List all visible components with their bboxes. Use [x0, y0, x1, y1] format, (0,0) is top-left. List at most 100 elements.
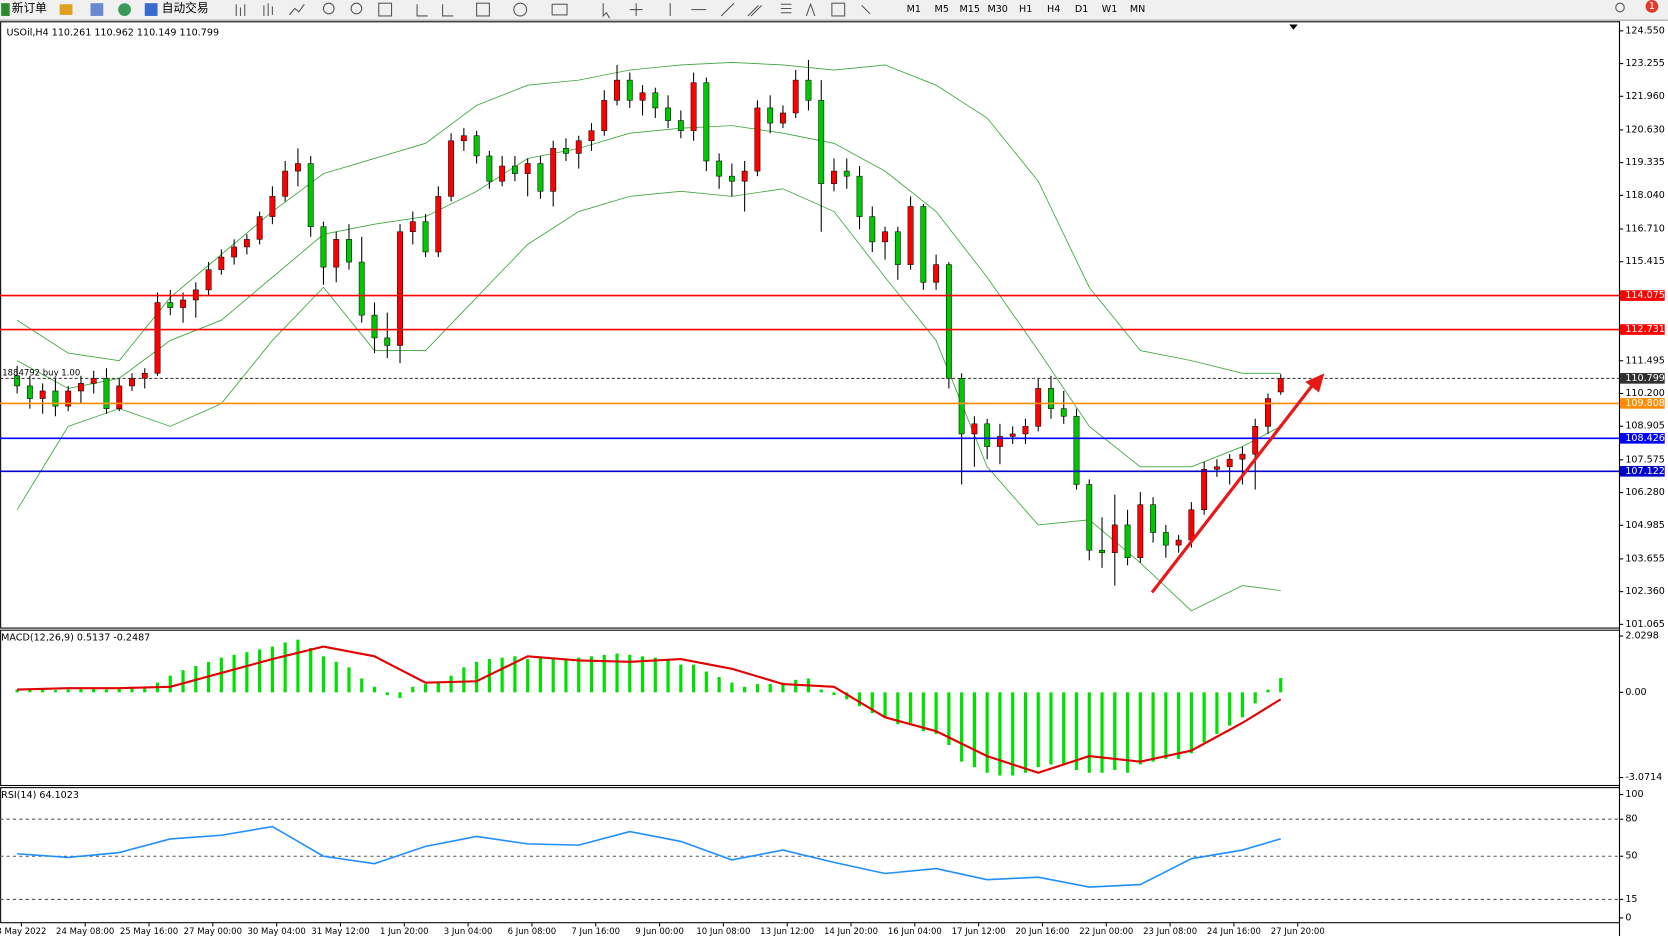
candle-body [320, 226, 327, 268]
y-tick-label: 110.200 [1625, 388, 1665, 399]
candle-body [575, 140, 582, 154]
indicators-button[interactable] [476, 2, 490, 17]
timeframe-button[interactable]: H1 [1019, 4, 1032, 15]
candle-body [205, 269, 212, 291]
macd-bar [143, 686, 147, 693]
candle-body [116, 385, 123, 409]
x-tick-label: 30 May 04:00 [248, 927, 306, 936]
y-tick-label: 118.040 [1625, 190, 1665, 201]
x-tick-label: 20 Jun 16:00 [1015, 927, 1069, 936]
macd-bar [1087, 692, 1091, 773]
y-tick-label: 120.630 [1625, 124, 1665, 135]
toolbar-icon[interactable] [118, 3, 131, 16]
candle-body [486, 155, 493, 182]
price-level-label: 107.122 [1625, 466, 1665, 477]
candle-chart-button[interactable] [263, 3, 273, 16]
timeframe-button[interactable]: MN [1130, 4, 1145, 15]
macd-bar [526, 659, 530, 693]
notification-badge[interactable] [1645, 0, 1659, 13]
candle-body [1086, 484, 1093, 551]
label-button[interactable] [831, 2, 846, 17]
candle-body [1277, 378, 1284, 393]
candle-body [39, 390, 46, 399]
zoom-out-button[interactable] [350, 2, 363, 15]
macd-bar [232, 654, 236, 693]
candle-body [677, 120, 684, 131]
auto-trading-icon [144, 3, 158, 16]
timeframe-button[interactable]: M5 [935, 4, 949, 15]
candle-body [665, 107, 671, 121]
candle-body [818, 100, 825, 185]
macd-bar [1202, 692, 1206, 743]
candle-body [1213, 466, 1220, 470]
crosshair-button[interactable] [629, 3, 643, 16]
zoom-in-button[interactable] [322, 2, 335, 15]
line-chart-button[interactable] [289, 3, 305, 16]
price-level-box [1620, 324, 1665, 335]
trendline-button[interactable] [720, 2, 735, 17]
cursor-button[interactable] [602, 3, 611, 19]
macd-bar [411, 686, 415, 693]
macd-bar [947, 692, 951, 746]
x-tick-label: 17 Jun 12:00 [952, 927, 1006, 936]
candle-body [1252, 426, 1259, 455]
macd-bar [755, 684, 760, 693]
macd-bar [704, 671, 708, 693]
templates-button[interactable] [551, 3, 568, 16]
candle-body [435, 196, 442, 253]
price-level-label: 110.799 [1625, 373, 1665, 384]
timeframe-button[interactable]: H4 [1047, 4, 1060, 15]
macd-bar [219, 657, 223, 693]
shift-button[interactable] [442, 4, 454, 17]
macd-bar [398, 692, 402, 698]
price-level-label: 108.426 [1625, 433, 1665, 444]
timeframe-button[interactable]: D1 [1075, 4, 1088, 15]
timeframe-button[interactable]: M15 [960, 4, 980, 15]
macd-bar [334, 661, 338, 693]
macd-bar [104, 689, 109, 693]
scroll-button[interactable] [416, 4, 428, 17]
y-tick-label: 100 [1625, 789, 1643, 800]
candle-body [167, 302, 174, 308]
order-label: 1884792 buy 1.00 [2, 369, 80, 379]
macd-bar [934, 692, 938, 734]
candle-body [1201, 469, 1208, 511]
macd-bar [92, 688, 96, 693]
timeframe-button[interactable]: M30 [987, 4, 1007, 15]
macd-bar [602, 654, 606, 693]
search-button[interactable] [1615, 2, 1625, 13]
channel-button[interactable] [747, 4, 763, 17]
y-tick-label: 2.0298 [1625, 631, 1658, 642]
text-button[interactable] [805, 2, 816, 17]
macd-bar [908, 692, 913, 723]
macd-bar [1215, 692, 1219, 734]
candle-body [741, 170, 748, 182]
candle-body [269, 196, 276, 217]
bar-chart-button[interactable] [235, 4, 246, 16]
periods-button[interactable] [513, 2, 528, 17]
macd-bar [1177, 692, 1181, 759]
candle-body [997, 436, 1003, 447]
candle-body [792, 79, 799, 114]
x-tick-label: 24 May 08:00 [56, 927, 114, 936]
timeframe-button[interactable]: M1 [907, 4, 921, 15]
toolbar-icon[interactable] [59, 4, 73, 15]
macd-bar [960, 692, 964, 762]
fibonacci-button[interactable] [780, 3, 792, 14]
toolbar-icon[interactable] [90, 3, 104, 16]
candle-body [1226, 458, 1233, 468]
timeframe-button[interactable]: W1 [1102, 4, 1118, 15]
auto-trading-button[interactable]: 自动交易 [144, 1, 209, 16]
tile-button[interactable] [378, 2, 393, 17]
trend-arrow-head [1305, 373, 1325, 393]
y-tick-label: 121.960 [1625, 91, 1665, 102]
macd-bar [589, 656, 594, 693]
macd-bar [794, 679, 798, 693]
new-order-button[interactable]: 新订单 [1, 1, 47, 16]
x-tick-label: 31 May 12:00 [311, 927, 369, 936]
candle-body [894, 231, 901, 265]
arrows-button[interactable] [861, 4, 871, 15]
y-tick-label: 0.00 [1625, 687, 1646, 698]
macd-bar [832, 692, 836, 696]
